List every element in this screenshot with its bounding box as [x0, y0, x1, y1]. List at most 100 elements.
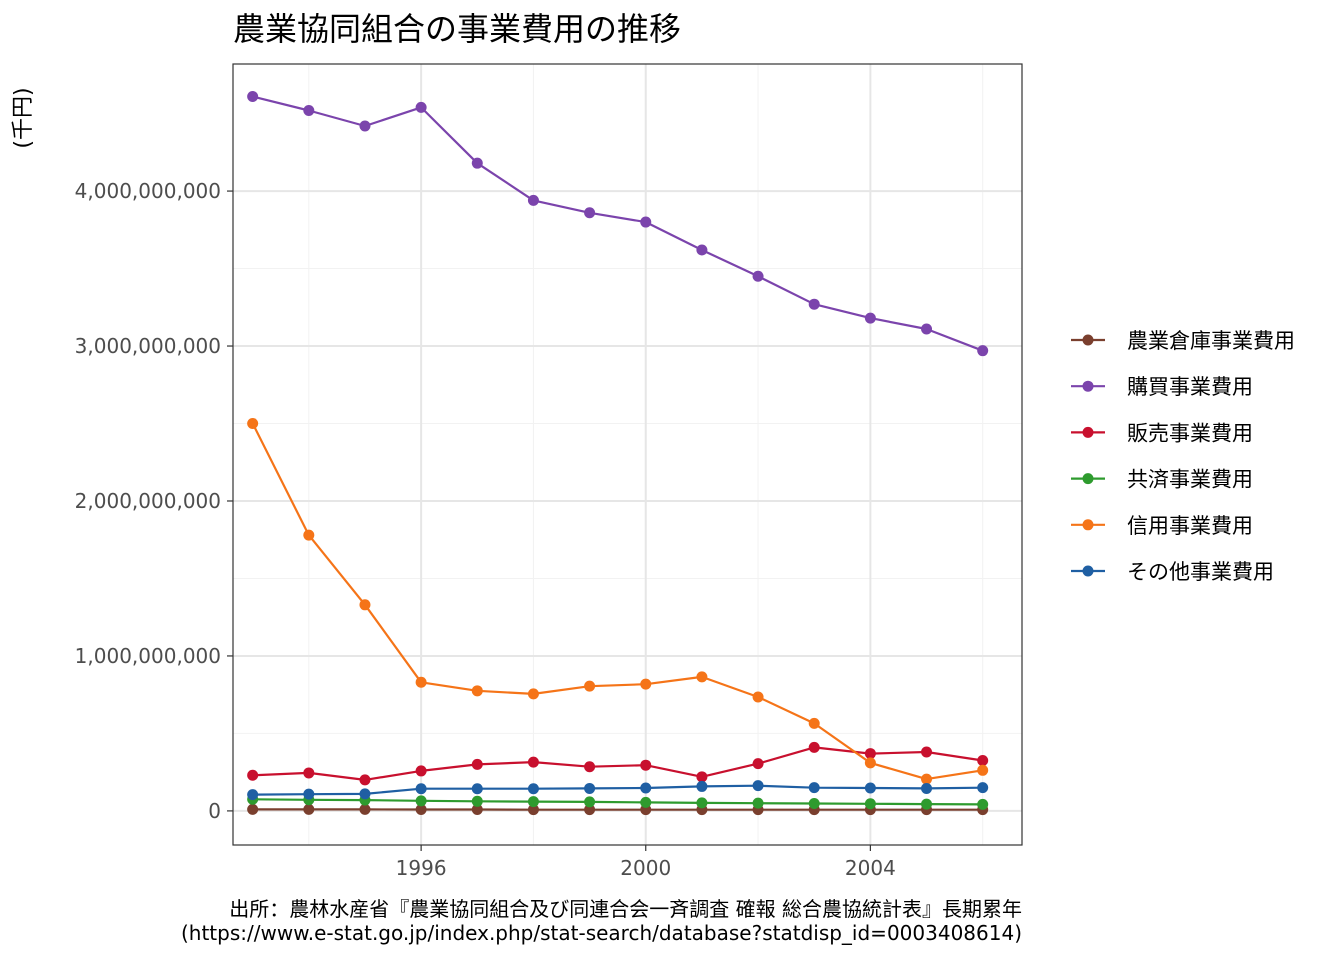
data-point	[247, 91, 259, 103]
data-point	[864, 757, 876, 769]
data-point	[415, 804, 427, 816]
series-4	[247, 793, 989, 810]
data-point	[359, 788, 371, 800]
legend-item: 農業倉庫事業費用	[1071, 329, 1295, 353]
y-axis-label: (千円)	[11, 87, 36, 148]
data-point	[247, 803, 259, 815]
legend-key-point	[1082, 473, 1094, 485]
data-point	[808, 717, 820, 729]
data-point	[584, 804, 596, 816]
data-point	[808, 797, 820, 809]
legend-label: 共済事業費用	[1127, 468, 1253, 492]
data-point	[977, 798, 989, 810]
legend-item: 販売事業費用	[1071, 421, 1253, 445]
legend-key-point	[1082, 380, 1094, 392]
data-point	[584, 761, 596, 773]
x-tick-label: 2004	[845, 856, 896, 880]
data-point	[864, 312, 876, 324]
data-point	[359, 120, 371, 132]
data-point	[808, 782, 820, 794]
series-3	[247, 741, 989, 786]
legend-key-point	[1082, 426, 1094, 438]
caption-url: (https://www.e-stat.go.jp/index.php/stat…	[181, 921, 1022, 945]
data-point	[584, 782, 596, 794]
data-point	[752, 797, 764, 809]
data-point	[247, 789, 259, 801]
data-point	[303, 529, 315, 541]
series-1	[247, 803, 989, 816]
data-point	[359, 599, 371, 611]
data-point	[921, 773, 933, 785]
y-tick-label: 1,000,000,000	[75, 644, 221, 668]
series-2	[247, 91, 989, 357]
data-point	[864, 748, 876, 760]
data-point	[640, 782, 652, 794]
y-axis-ticks: 0 1,000,000,000 2,000,000,000 3,000,000,000…	[75, 179, 233, 823]
data-point	[415, 783, 427, 795]
data-point	[359, 803, 371, 815]
data-point	[921, 798, 933, 810]
data-point	[864, 798, 876, 810]
data-point	[752, 780, 764, 792]
data-point	[584, 680, 596, 692]
x-tick-label: 2000	[620, 856, 671, 880]
data-point	[808, 741, 820, 753]
data-point	[977, 755, 989, 767]
data-point	[527, 804, 539, 816]
data-point	[471, 758, 483, 770]
data-point	[640, 796, 652, 808]
data-point	[527, 756, 539, 768]
data-point	[584, 796, 596, 808]
y-tick-label: 3,000,000,000	[75, 334, 221, 358]
data-point	[527, 688, 539, 700]
legend-key-point	[1082, 565, 1094, 577]
series-line	[252, 798, 983, 806]
panel-border	[232, 63, 1023, 846]
data-point	[696, 771, 708, 783]
data-point	[696, 797, 708, 809]
y-tick-label: 0	[208, 799, 221, 823]
series-line	[252, 784, 983, 796]
data-point	[640, 759, 652, 771]
data-point	[247, 769, 259, 781]
data-point	[471, 804, 483, 816]
data-point	[977, 345, 989, 357]
legend-label: 販売事業費用	[1127, 421, 1253, 445]
data-point	[527, 194, 539, 206]
data-point	[415, 101, 427, 113]
data-point	[415, 765, 427, 777]
data-point	[303, 104, 315, 116]
data-point	[303, 788, 315, 800]
data-point	[415, 795, 427, 807]
data-point	[977, 764, 989, 776]
legend-label: 農業倉庫事業費用	[1127, 329, 1295, 353]
legend-key-point	[1082, 519, 1094, 531]
x-tick-label: 1996	[396, 856, 447, 880]
plot-series	[247, 91, 989, 816]
data-point	[696, 671, 708, 683]
data-point	[752, 270, 764, 282]
data-point	[471, 795, 483, 807]
data-point	[864, 782, 876, 794]
series-6	[247, 780, 989, 801]
data-point	[752, 691, 764, 703]
x-axis-ticks: 1996 2000 2004	[396, 845, 896, 880]
legend-item: 信用事業費用	[1071, 514, 1253, 538]
y-tick-label: 4,000,000,000	[75, 179, 221, 203]
data-point	[303, 803, 315, 815]
data-point	[640, 678, 652, 690]
legend-label: 購買事業費用	[1127, 375, 1253, 399]
y-tick-label: 2,000,000,000	[75, 489, 221, 513]
data-point	[471, 157, 483, 169]
data-point	[527, 783, 539, 795]
data-point	[696, 244, 708, 256]
legend-item: その他事業費用	[1071, 560, 1274, 584]
data-point	[808, 298, 820, 310]
legend-item: 購買事業費用	[1071, 375, 1253, 399]
grid-lines	[233, 64, 1022, 845]
data-point	[977, 782, 989, 794]
data-point	[471, 685, 483, 697]
legend-item: 共済事業費用	[1071, 468, 1253, 492]
